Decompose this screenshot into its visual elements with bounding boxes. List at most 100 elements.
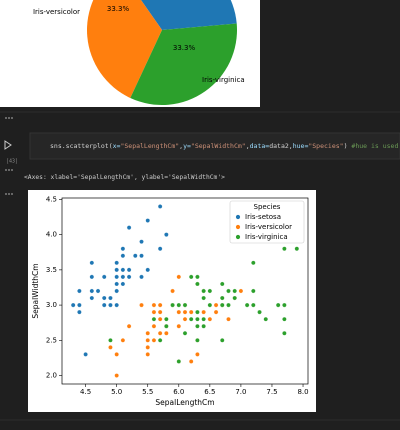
point	[188, 359, 194, 364]
point	[207, 316, 213, 322]
point	[170, 302, 175, 308]
point	[145, 345, 150, 350]
code-token: data2	[269, 142, 289, 150]
y-tick-label: 3.0	[46, 301, 57, 309]
point	[282, 331, 287, 336]
legend-marker	[235, 224, 241, 230]
point	[157, 331, 163, 336]
code-line: sns.scatterplot(x="SepalLengthCm",y="Sep…	[50, 142, 400, 150]
point	[176, 309, 182, 315]
x-tick-label: 8.0	[297, 388, 308, 396]
point	[101, 302, 107, 308]
point	[114, 281, 119, 287]
more-icon[interactable]	[5, 193, 13, 195]
point	[195, 323, 200, 329]
point	[120, 338, 126, 343]
point	[232, 295, 237, 301]
more-icon[interactable]	[5, 117, 13, 119]
point	[226, 288, 231, 294]
slice-value-label: 33.3%	[107, 5, 130, 13]
point	[126, 323, 132, 329]
point	[195, 309, 200, 315]
legend-label: Iris-virginica	[245, 233, 288, 241]
code-token: ,	[246, 142, 250, 150]
code-token: ,	[179, 142, 183, 150]
point	[145, 352, 150, 357]
point	[188, 274, 194, 280]
run-button[interactable]	[4, 140, 12, 150]
legend-label: Iris-versicolor	[245, 223, 292, 231]
point	[157, 316, 163, 322]
point	[176, 302, 182, 308]
point	[157, 302, 163, 308]
point	[114, 373, 119, 378]
legend-label: Iris-setosa	[245, 213, 281, 221]
point	[139, 253, 144, 259]
code-token: "Species"	[308, 142, 343, 150]
point	[207, 288, 213, 294]
code-token: )	[344, 142, 352, 150]
point	[83, 352, 88, 357]
y-axis-label: SepalWidthCm	[31, 263, 40, 318]
output-text: <Axes: xlabel='SepalLengthCm', ylabel='S…	[24, 174, 225, 181]
legend-title: Species	[254, 203, 281, 211]
x-tick-label: 5.5	[142, 388, 153, 396]
point	[139, 239, 144, 244]
point	[207, 302, 213, 308]
point	[195, 316, 200, 322]
y-tick-label: 2.5	[46, 336, 57, 344]
point	[176, 274, 182, 280]
point	[151, 309, 157, 315]
point	[182, 331, 188, 336]
point	[220, 302, 225, 308]
slice-value-label: 33.3%	[173, 44, 196, 52]
code-cell[interactable]	[29, 132, 400, 160]
point	[151, 338, 157, 343]
point	[251, 288, 256, 294]
point	[108, 295, 113, 301]
point	[188, 309, 194, 315]
point	[220, 281, 225, 287]
point	[120, 281, 126, 287]
point	[251, 260, 256, 266]
point	[120, 246, 126, 251]
point	[294, 246, 300, 251]
point	[201, 309, 206, 315]
point	[201, 288, 206, 294]
code-token: y=	[183, 142, 191, 150]
point	[201, 316, 206, 322]
x-tick-label: 6.5	[204, 388, 215, 396]
point	[220, 295, 225, 301]
point	[157, 338, 163, 343]
point	[139, 274, 144, 280]
point	[182, 309, 188, 315]
point	[114, 260, 119, 266]
point	[133, 253, 138, 259]
legend-box	[229, 200, 305, 244]
y-tick-label: 2.0	[46, 372, 57, 380]
point	[226, 302, 231, 308]
point	[77, 309, 82, 315]
point	[157, 309, 163, 315]
plot-frame	[61, 197, 309, 385]
code-token: sns.scatterplot(	[50, 142, 113, 150]
point	[201, 295, 206, 301]
point	[251, 302, 256, 308]
execution-count: [43]	[6, 159, 18, 165]
point	[114, 302, 119, 308]
x-tick-label: 5.0	[111, 388, 122, 396]
point	[195, 281, 200, 287]
point	[182, 302, 188, 308]
point	[176, 323, 182, 329]
point	[145, 331, 150, 336]
point	[126, 274, 132, 280]
code-token: hue=	[293, 142, 309, 150]
point	[275, 302, 281, 308]
legend-marker	[235, 214, 241, 220]
x-tick-label: 6.0	[173, 388, 184, 396]
point	[164, 232, 169, 237]
point	[226, 316, 231, 322]
more-icon[interactable]	[5, 169, 13, 171]
point	[188, 316, 194, 322]
point	[238, 288, 244, 294]
